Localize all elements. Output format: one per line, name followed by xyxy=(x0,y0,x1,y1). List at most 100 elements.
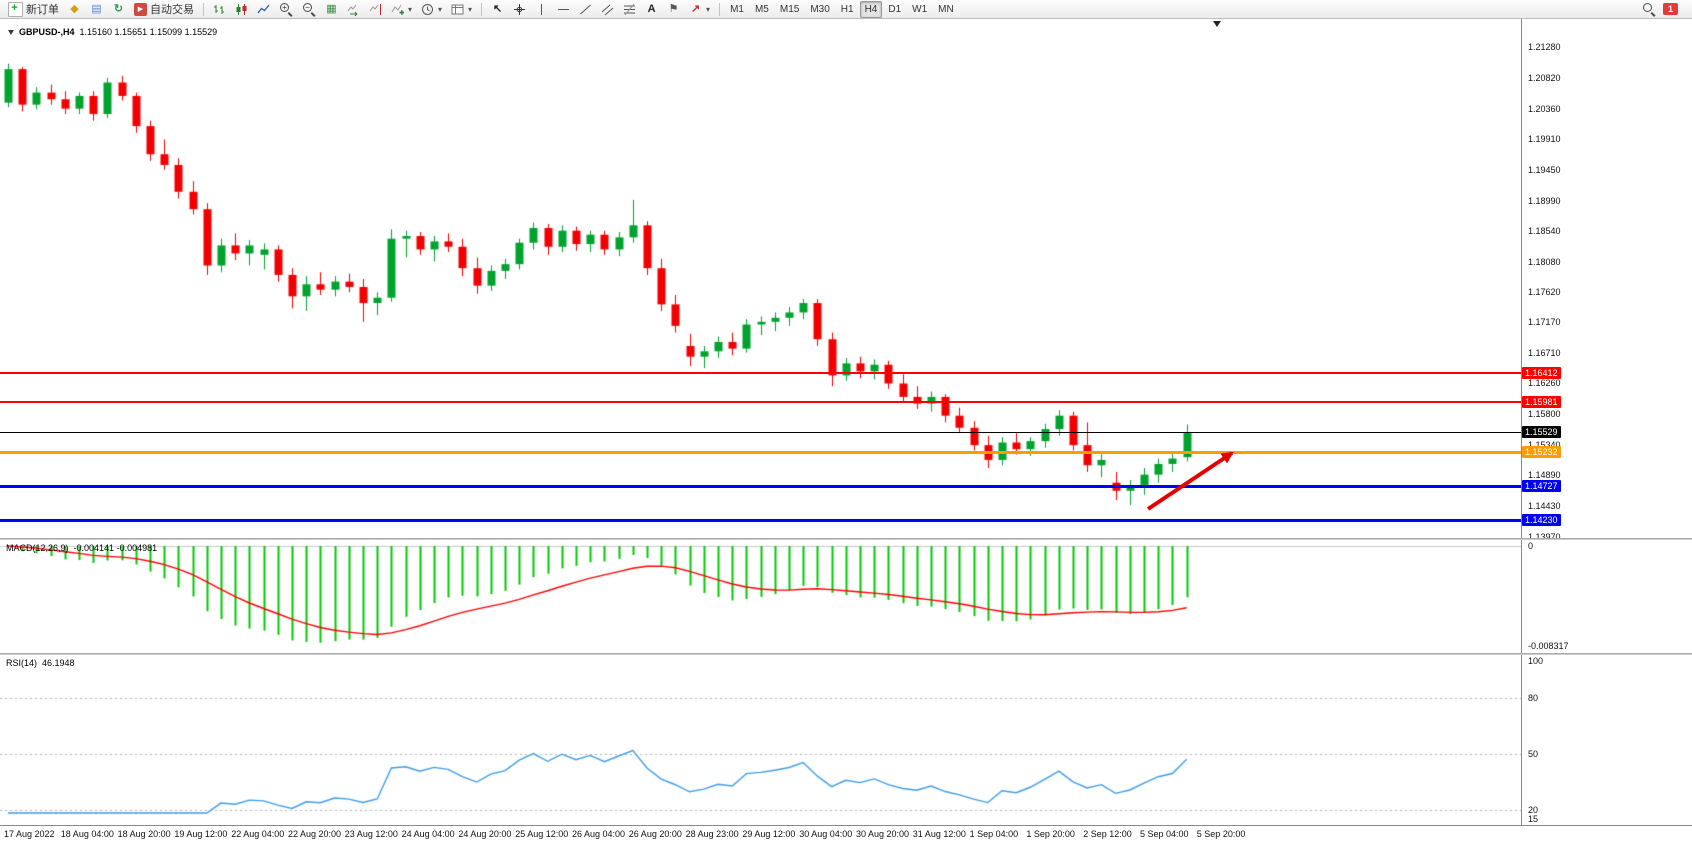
periods-icon xyxy=(422,3,434,15)
macd-values: -0.004141 -0.004981 xyxy=(73,543,158,553)
trendline-button[interactable] xyxy=(575,0,596,18)
timeframe-m1-button[interactable]: M1 xyxy=(730,3,744,15)
indicators-button[interactable]: ▾ xyxy=(387,0,416,18)
indicators-icon xyxy=(391,4,404,15)
line-chart-icon xyxy=(257,4,270,13)
periods-button[interactable]: ▾ xyxy=(417,0,446,18)
zoom-in-button[interactable]: + xyxy=(275,0,297,18)
text-icon: A xyxy=(647,2,656,15)
vertical-line-button[interactable] xyxy=(531,0,552,18)
chart-shift-button[interactable] xyxy=(365,0,386,18)
horizontal-line-object[interactable] xyxy=(0,451,1521,454)
time-tick-label: 1 Sep 20:00 xyxy=(1026,829,1075,839)
crosshair-button[interactable] xyxy=(509,0,530,18)
price-tag: 1.15529 xyxy=(1522,426,1561,438)
chart-area: GBPUSD-,H4 1.15160 1.15651 1.15099 1.155… xyxy=(0,19,1692,845)
time-axis-separator xyxy=(0,825,1692,826)
axis-tick-label: 1.14430 xyxy=(1528,501,1561,511)
time-tick-label: 22 Aug 20:00 xyxy=(288,829,342,839)
timeframe-mn-button[interactable]: MN xyxy=(938,3,954,15)
panel-splitter[interactable] xyxy=(0,653,1692,655)
arrows-button[interactable]: ↗ ▾ xyxy=(685,0,714,18)
axis-tick-label: 50 xyxy=(1528,749,1539,759)
zoom-out-button[interactable]: − xyxy=(298,0,320,18)
horizontal-line-object[interactable] xyxy=(0,372,1521,374)
time-tick-label: 19 Aug 12:00 xyxy=(174,829,228,839)
timeframe-h4-button[interactable]: H4 xyxy=(859,0,883,18)
axis-tick-label: 1.15800 xyxy=(1528,409,1561,419)
fibonacci-icon xyxy=(624,3,636,15)
macd-canvas[interactable] xyxy=(0,540,1521,653)
text-button[interactable]: A xyxy=(641,0,662,18)
price-tag: 1.14230 xyxy=(1522,514,1561,526)
timeframe-m30-button[interactable]: M30 xyxy=(810,3,830,15)
timeframe-d1-button[interactable]: D1 xyxy=(888,3,902,15)
time-tick-label: 18 Aug 04:00 xyxy=(60,829,114,839)
toolbar-right: 1 xyxy=(1642,2,1688,16)
toolbar-separator xyxy=(203,2,204,16)
rsi-value: 46.1948 xyxy=(42,658,75,668)
axis-tick-label: 80 xyxy=(1528,693,1539,703)
time-tick-label: 1 Sep 04:00 xyxy=(969,829,1019,839)
bar-chart-button[interactable] xyxy=(209,0,230,18)
axis-tick-label: 1.19450 xyxy=(1528,165,1561,175)
timeframe-m5-button[interactable]: M5 xyxy=(754,3,769,15)
horizontal-line-object[interactable] xyxy=(0,432,1521,433)
channel-icon xyxy=(601,4,614,15)
fibonacci-button[interactable] xyxy=(619,0,640,18)
time-tick-label: 2 Sep 12:00 xyxy=(1083,829,1132,839)
terminal-button[interactable]: ▤ xyxy=(86,0,107,18)
auto-scroll-icon xyxy=(347,4,358,16)
cursor-icon: ↖ xyxy=(492,2,503,15)
one-click-trading-icon[interactable] xyxy=(8,29,14,35)
price-axis-separator xyxy=(1521,19,1522,825)
axis-tick-label: 1.19910 xyxy=(1528,134,1561,144)
toolbar-buttons: 新订单◆▤↻▶自动交易+−▦▾▾▾↖A⚑↗▾M1M5M15M30H1H4D1W1… xyxy=(4,0,959,18)
horizontal-line-object[interactable] xyxy=(0,519,1521,522)
axis-tick-label: 1.18540 xyxy=(1528,226,1561,236)
rsi-canvas[interactable] xyxy=(0,655,1521,825)
price-tag: 1.15981 xyxy=(1522,396,1561,408)
trendline-icon xyxy=(580,4,591,14)
time-tick-label: 31 Aug 12:00 xyxy=(912,829,966,839)
panel-splitter[interactable] xyxy=(0,538,1692,540)
channel-button[interactable] xyxy=(597,0,618,18)
metaeditor-button[interactable]: ◆ xyxy=(64,0,85,18)
tile-windows-button[interactable]: ▦ xyxy=(321,0,342,18)
horizontal-line-object[interactable] xyxy=(0,401,1521,403)
horizontal-line-object[interactable] xyxy=(0,485,1521,488)
time-tick-label: 26 Aug 20:00 xyxy=(628,829,682,839)
cursor-button[interactable]: ↖ xyxy=(487,0,508,18)
notification-badge[interactable]: 1 xyxy=(1663,3,1678,15)
line-chart-button[interactable] xyxy=(253,0,274,18)
time-tick-label: 22 Aug 04:00 xyxy=(231,829,285,839)
axis-tick-label: 15 xyxy=(1528,814,1539,824)
toolbar: 新订单◆▤↻▶自动交易+−▦▾▾▾↖A⚑↗▾M1M5M15M30H1H4D1W1… xyxy=(0,0,1692,19)
axis-tick-label: 1.21280 xyxy=(1528,42,1561,52)
label-button[interactable]: ⚑ xyxy=(663,0,684,18)
chart-shift-marker[interactable] xyxy=(1213,21,1221,27)
candlestick-button[interactable] xyxy=(231,0,252,18)
templates-button[interactable]: ▾ xyxy=(447,0,476,18)
time-tick-label: 5 Sep 20:00 xyxy=(1196,829,1246,839)
auto-scroll-button[interactable] xyxy=(343,0,364,18)
new-order-button[interactable]: 新订单 xyxy=(4,0,63,18)
community-button[interactable]: ↻ xyxy=(108,0,129,18)
tile-windows-icon: ▦ xyxy=(326,2,337,15)
price-tag: 1.15232 xyxy=(1522,446,1561,458)
time-tick-label: 5 Sep 04:00 xyxy=(1140,829,1189,839)
timeframe-m15-button[interactable]: M15 xyxy=(779,3,800,15)
timeframe-w1-button[interactable]: W1 xyxy=(912,3,928,15)
dropdown-caret-icon: ▾ xyxy=(468,4,473,14)
axis-tick-label: 1.13970 xyxy=(1528,532,1561,542)
rsi-label: RSI(14) 46.1948 xyxy=(6,658,75,668)
axis-tick-label: 1.20360 xyxy=(1528,104,1561,114)
autotrading-button[interactable]: ▶ 自动交易 xyxy=(130,0,198,18)
search-icon[interactable] xyxy=(1642,2,1656,16)
circular-arrows-icon: ↻ xyxy=(113,2,124,15)
timeframe-h1-button[interactable]: H1 xyxy=(840,3,854,15)
trend-arrow-annotation[interactable] xyxy=(0,19,1521,538)
horizontal-line-button[interactable] xyxy=(553,0,574,18)
axis-tick-label: 1.16710 xyxy=(1528,348,1561,358)
